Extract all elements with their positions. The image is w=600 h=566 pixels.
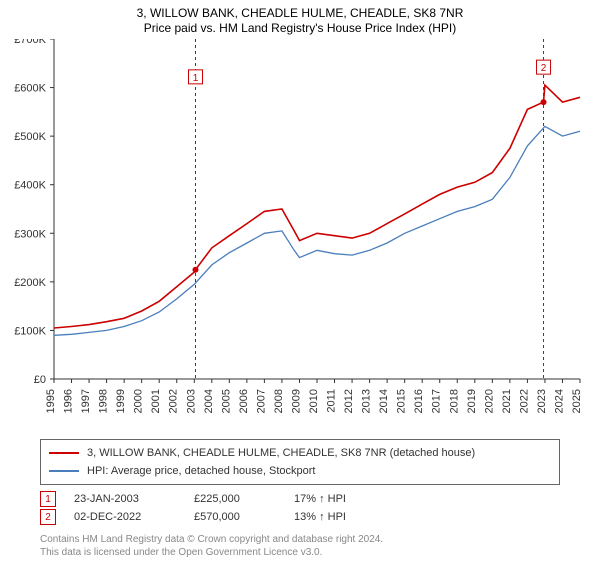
x-tick-label: 2007 <box>255 389 267 413</box>
x-tick-label: 2008 <box>273 389 285 413</box>
sale-date: 02-DEC-2022 <box>74 511 194 523</box>
x-tick-label: 2001 <box>150 389 162 413</box>
sales-table: 1 23-JAN-2003£225,00017% ↑ HPI 2 02-DEC-202… <box>0 491 600 525</box>
x-tick-label: 1998 <box>98 389 110 413</box>
legend-item: 3, WILLOW BANK, CHEADLE HULME, CHEADLE, … <box>49 444 551 462</box>
sale-marker: 2 <box>40 509 56 525</box>
y-tick-label: £500K <box>14 131 46 143</box>
marker-label: 2 <box>541 63 547 74</box>
x-tick-label: 2020 <box>483 389 495 413</box>
chart-title-address: 3, WILLOW BANK, CHEADLE HULME, CHEADLE, … <box>0 6 600 20</box>
y-tick-label: £300K <box>14 228 46 240</box>
sale-row: 1 23-JAN-2003£225,00017% ↑ HPI <box>40 491 560 507</box>
x-tick-label: 2022 <box>518 389 530 413</box>
x-tick-label: 2025 <box>571 389 583 413</box>
x-tick-label: 2005 <box>220 389 232 413</box>
x-tick-label: 2002 <box>168 389 180 413</box>
x-tick-label: 2016 <box>413 389 425 413</box>
footer-attribution: Contains HM Land Registry data © Crown c… <box>40 533 560 559</box>
y-tick-label: £100K <box>14 325 46 337</box>
y-tick-label: £0 <box>34 374 46 386</box>
y-tick-label: £600K <box>14 83 46 95</box>
chart-area: £0 £100K £200K £300K £400K £500K £600K £700K 199… <box>0 39 600 429</box>
x-tick-label: 2013 <box>361 389 373 413</box>
sale-date: 23-JAN-2003 <box>74 493 194 505</box>
legend: 3, WILLOW BANK, CHEADLE HULME, CHEADLE, … <box>40 439 560 485</box>
line-chart: £0 £100K £200K £300K £400K £500K £600K £700K 199… <box>0 39 600 429</box>
legend-swatch <box>49 470 79 472</box>
sale-marker: 1 <box>40 491 56 507</box>
x-tick-label: 2024 <box>553 389 565 413</box>
x-tick-label: 2004 <box>203 389 215 413</box>
y-tick-label: £400K <box>14 180 46 192</box>
x-tick-label: 2021 <box>501 389 513 413</box>
x-tick-label: 2003 <box>185 389 197 413</box>
sale-hpi: 17% ↑ HPI <box>294 493 394 505</box>
marker-dot <box>192 267 198 273</box>
x-tick-label: 2012 <box>343 389 355 413</box>
x-tick-label: 2006 <box>238 389 250 413</box>
x-tick-label: 2000 <box>133 389 145 413</box>
series-hpi <box>54 126 580 335</box>
sale-price: £225,000 <box>194 493 294 505</box>
x-tick-label: 1996 <box>63 389 75 413</box>
x-tick-label: 2019 <box>466 389 478 413</box>
marker-dot <box>541 99 547 105</box>
x-tick-label: 2014 <box>378 389 390 413</box>
x-tick-label: 2023 <box>536 389 548 413</box>
legend-label: 3, WILLOW BANK, CHEADLE HULME, CHEADLE, … <box>87 447 475 459</box>
x-tick-label: 1999 <box>115 389 127 413</box>
footer-line2: This data is licensed under the Open Gov… <box>40 546 560 559</box>
footer-line1: Contains HM Land Registry data © Crown c… <box>40 533 560 546</box>
sale-hpi: 13% ↑ HPI <box>294 511 394 523</box>
marker-label: 1 <box>193 73 199 84</box>
x-tick-label: 1997 <box>80 389 92 413</box>
x-tick-label: 2018 <box>448 389 460 413</box>
y-tick-label: £700K <box>14 39 46 46</box>
y-tick-label: £200K <box>14 277 46 289</box>
x-tick-label: 2011 <box>326 389 338 413</box>
x-tick-label: 2009 <box>290 389 302 413</box>
x-tick-label: 2010 <box>308 389 320 413</box>
sale-row: 2 02-DEC-2022£570,00013% ↑ HPI <box>40 509 560 525</box>
legend-label: HPI: Average price, detached house, Stoc… <box>87 465 316 477</box>
legend-swatch <box>49 452 79 454</box>
x-tick-label: 2017 <box>431 389 443 413</box>
sale-price: £570,000 <box>194 511 294 523</box>
series-price_paid <box>54 85 580 328</box>
legend-item: HPI: Average price, detached house, Stoc… <box>49 462 551 480</box>
chart-subtitle: Price paid vs. HM Land Registry's House … <box>0 21 600 35</box>
x-tick-label: 2015 <box>396 389 408 413</box>
x-tick-label: 1995 <box>45 389 57 413</box>
